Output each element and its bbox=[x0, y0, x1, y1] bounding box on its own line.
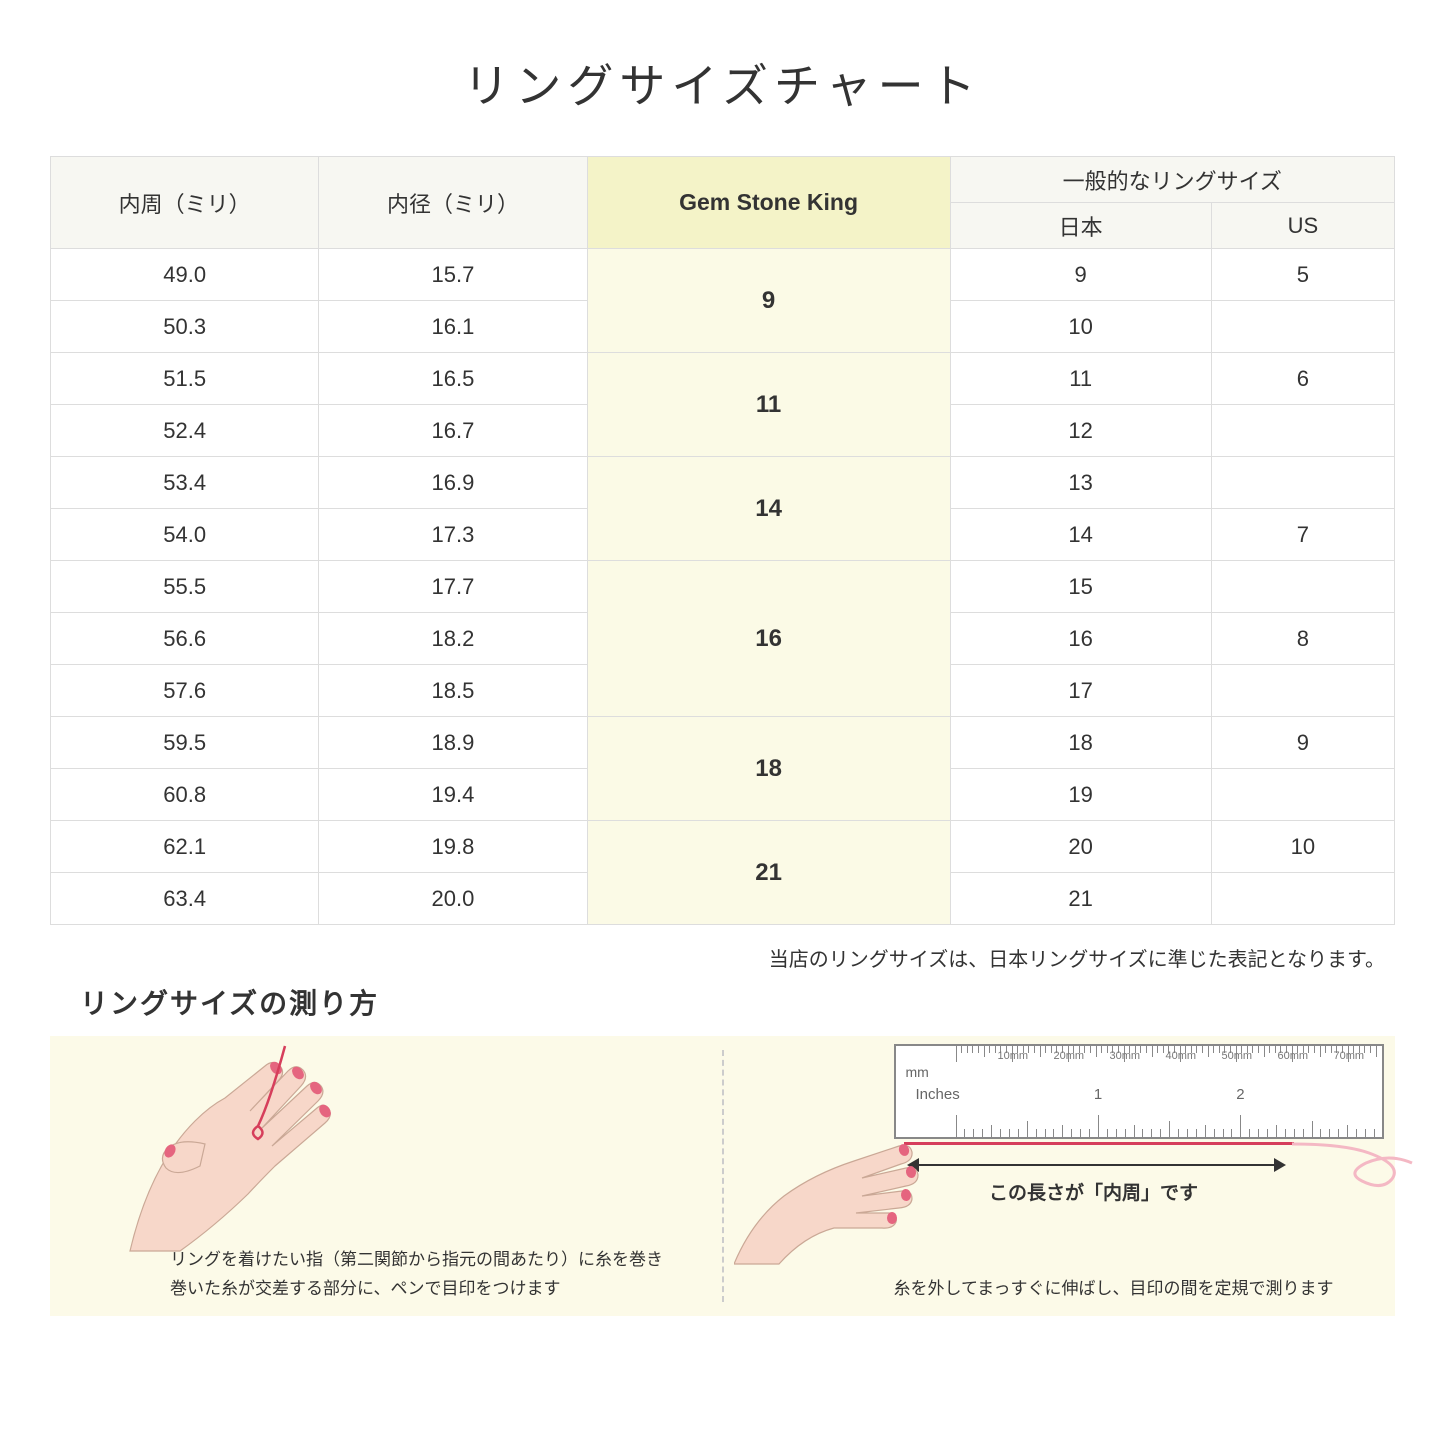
cell-us: 7 bbox=[1211, 509, 1394, 561]
table-row: 53.416.91413 bbox=[51, 457, 1395, 509]
arrow-label: この長さが「内周」です bbox=[904, 1178, 1284, 1205]
cell-circ: 54.0 bbox=[51, 509, 319, 561]
cell-gsk: 16 bbox=[587, 561, 950, 717]
cell-us bbox=[1211, 769, 1394, 821]
cell-jp: 12 bbox=[950, 405, 1211, 457]
cell-us bbox=[1211, 405, 1394, 457]
page-title: リングサイズチャート bbox=[50, 50, 1395, 116]
ring-size-table: 内周（ミリ） 内径（ミリ） Gem Stone King 一般的なリングサイズ … bbox=[50, 156, 1395, 925]
cell-jp: 14 bbox=[950, 509, 1211, 561]
cell-us: 6 bbox=[1211, 353, 1394, 405]
cell-diam: 18.2 bbox=[319, 613, 587, 665]
cell-diam: 16.5 bbox=[319, 353, 587, 405]
cell-us: 5 bbox=[1211, 249, 1394, 301]
cell-us bbox=[1211, 457, 1394, 509]
cell-jp: 20 bbox=[950, 821, 1211, 873]
table-row: 59.518.918189 bbox=[51, 717, 1395, 769]
cell-gsk: 18 bbox=[587, 717, 950, 821]
cell-gsk: 14 bbox=[587, 457, 950, 561]
cell-diam: 18.9 bbox=[319, 717, 587, 769]
col-us: US bbox=[1211, 203, 1394, 249]
table-row: 49.015.7995 bbox=[51, 249, 1395, 301]
cell-diam: 20.0 bbox=[319, 873, 587, 925]
cell-diam: 17.7 bbox=[319, 561, 587, 613]
hand-hold-icon bbox=[734, 1126, 934, 1266]
size-note: 当店のリングサイズは、日本リングサイズに準じた表記となります。 bbox=[50, 943, 1385, 972]
cell-us: 9 bbox=[1211, 717, 1394, 769]
cell-circ: 49.0 bbox=[51, 249, 319, 301]
cell-us: 8 bbox=[1211, 613, 1394, 665]
cell-circ: 59.5 bbox=[51, 717, 319, 769]
cell-us bbox=[1211, 665, 1394, 717]
cell-circ: 53.4 bbox=[51, 457, 319, 509]
cell-gsk: 9 bbox=[587, 249, 950, 353]
cell-circ: 63.4 bbox=[51, 873, 319, 925]
cell-jp: 16 bbox=[950, 613, 1211, 665]
string-line bbox=[904, 1142, 1294, 1145]
col-common: 一般的なリングサイズ bbox=[950, 157, 1394, 203]
table-row: 62.119.8212010 bbox=[51, 821, 1395, 873]
measure-step-1: リングを着けたい指（第二関節から指元の間あたり）に糸を巻き巻いた糸が交差する部分… bbox=[50, 1036, 722, 1316]
measure-arrow bbox=[909, 1164, 1284, 1166]
cell-circ: 52.4 bbox=[51, 405, 319, 457]
cell-us: 10 bbox=[1211, 821, 1394, 873]
cell-circ: 51.5 bbox=[51, 353, 319, 405]
step2-caption: 糸を外してまっすぐに伸ばし、目印の間を定規で測ります bbox=[874, 1275, 1354, 1304]
cell-diam: 18.5 bbox=[319, 665, 587, 717]
cell-jp: 15 bbox=[950, 561, 1211, 613]
cell-jp: 18 bbox=[950, 717, 1211, 769]
ruler-mm-label: mm bbox=[906, 1064, 929, 1080]
cell-jp: 11 bbox=[950, 353, 1211, 405]
ruler-in-label: Inches bbox=[916, 1086, 960, 1103]
cell-jp: 17 bbox=[950, 665, 1211, 717]
col-inner-diam: 内径（ミリ） bbox=[319, 157, 587, 249]
measure-title: リングサイズの測り方 bbox=[80, 982, 1395, 1022]
cell-circ: 56.6 bbox=[51, 613, 319, 665]
cell-diam: 19.8 bbox=[319, 821, 587, 873]
col-gsk: Gem Stone King bbox=[587, 157, 950, 249]
cell-jp: 13 bbox=[950, 457, 1211, 509]
measure-step-2: mm Inches 10mm20mm30mm40mm50mm60mm70mm12… bbox=[724, 1036, 1396, 1316]
cell-us bbox=[1211, 873, 1394, 925]
hand-wrap-icon bbox=[110, 1026, 390, 1256]
cell-diam: 19.4 bbox=[319, 769, 587, 821]
col-jp: 日本 bbox=[950, 203, 1211, 249]
cell-diam: 16.9 bbox=[319, 457, 587, 509]
cell-jp: 21 bbox=[950, 873, 1211, 925]
measure-section: リングを着けたい指（第二関節から指元の間あたり）に糸を巻き巻いた糸が交差する部分… bbox=[50, 1036, 1395, 1316]
cell-circ: 50.3 bbox=[51, 301, 319, 353]
cell-diam: 16.7 bbox=[319, 405, 587, 457]
cell-jp: 9 bbox=[950, 249, 1211, 301]
cell-us bbox=[1211, 561, 1394, 613]
cell-circ: 57.6 bbox=[51, 665, 319, 717]
cell-circ: 60.8 bbox=[51, 769, 319, 821]
cell-diam: 16.1 bbox=[319, 301, 587, 353]
step1-caption: リングを着けたい指（第二関節から指元の間あたり）に糸を巻き巻いた糸が交差する部分… bbox=[170, 1246, 690, 1304]
table-row: 55.517.71615 bbox=[51, 561, 1395, 613]
cell-jp: 19 bbox=[950, 769, 1211, 821]
cell-circ: 62.1 bbox=[51, 821, 319, 873]
cell-gsk: 21 bbox=[587, 821, 950, 925]
cell-diam: 17.3 bbox=[319, 509, 587, 561]
cell-diam: 15.7 bbox=[319, 249, 587, 301]
string-curl-icon bbox=[1284, 1121, 1414, 1191]
cell-circ: 55.5 bbox=[51, 561, 319, 613]
cell-us bbox=[1211, 301, 1394, 353]
col-inner-circ: 内周（ミリ） bbox=[51, 157, 319, 249]
table-row: 51.516.511116 bbox=[51, 353, 1395, 405]
cell-jp: 10 bbox=[950, 301, 1211, 353]
cell-gsk: 11 bbox=[587, 353, 950, 457]
